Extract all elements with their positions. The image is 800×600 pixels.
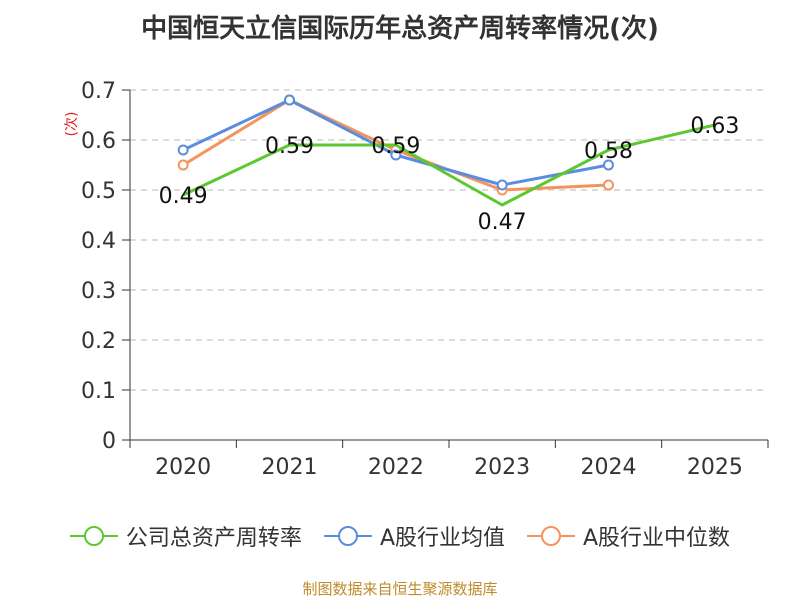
data-point-2 [603, 179, 614, 191]
data-point-1 [603, 159, 614, 171]
legend-item-industry-median[interactable]: A股行业中位数 [527, 520, 730, 552]
y-tick-label: 0.2 [81, 329, 116, 354]
y-axis-label: (次) [64, 112, 80, 137]
x-tick-label: 2023 [474, 455, 530, 480]
y-tick-label: 0.1 [81, 379, 116, 404]
data-point-2 [177, 159, 189, 171]
legend-label-industry-median: A股行业中位数 [583, 526, 731, 551]
data-label: 0.47 [478, 210, 527, 235]
data-label: 0.63 [690, 114, 739, 139]
x-tick-label: 2021 [262, 455, 318, 480]
data-label: 0.59 [371, 134, 420, 159]
x-tick-label: 2024 [581, 455, 637, 480]
series-line-0 [182, 123, 716, 207]
legend-label-industry-mean: A股行业均值 [379, 526, 505, 551]
data-source-note: 制图数据来自恒生聚源数据库 [302, 580, 498, 598]
legend-swatch-industry-median [527, 526, 575, 546]
legend-swatch-company [69, 526, 118, 546]
y-tick-label: 0.7 [81, 79, 116, 104]
legend-item-company[interactable]: 公司总资产周转率 [69, 520, 302, 552]
data-point-1 [496, 179, 508, 191]
legend-item-industry-mean[interactable]: A股行业均值 [323, 520, 505, 552]
y-tick-label: 0.6 [81, 129, 116, 154]
legend-swatch-industry-mean [323, 526, 372, 546]
data-point-1 [390, 149, 402, 161]
chart-title: 中国恒天立信国际历年总资产周转率情况(次) [141, 14, 659, 44]
x-tick-label: 2020 [155, 455, 211, 480]
data-point-1 [284, 94, 295, 106]
y-tick-label: 0.4 [81, 229, 116, 254]
data-label: 0.59 [265, 134, 314, 159]
x-tick-label: 2025 [687, 455, 743, 480]
y-tick-label: 0.3 [81, 279, 116, 304]
data-point-1 [177, 144, 189, 156]
data-label: 0.49 [159, 184, 208, 209]
legend-label-company: 公司总资产周转率 [125, 526, 302, 551]
y-tick-label: 0.5 [81, 179, 116, 204]
chart-legend: 公司总资产周转率 A股行业均值 A股行业中位数 [0, 520, 800, 552]
x-tick-label: 2022 [368, 455, 424, 480]
y-tick-label: 0 [102, 429, 116, 454]
data-label: 0.58 [584, 139, 633, 164]
